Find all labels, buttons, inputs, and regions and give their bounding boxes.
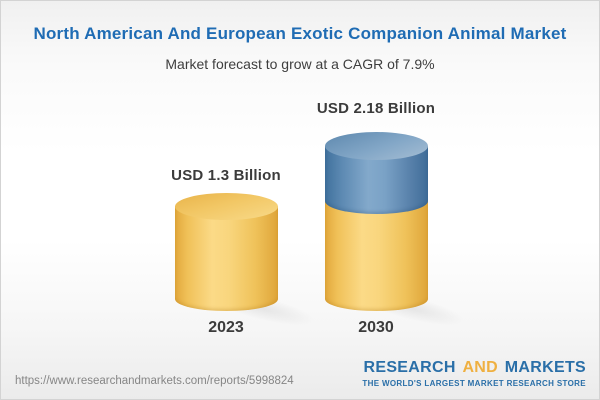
value-label-2023: USD 1.3 Billion [171,167,281,184]
brand-word-and: AND [462,359,499,376]
bar-2023-top-cap [175,193,278,220]
value-label-2030: USD 2.18 Billion [316,100,436,117]
category-label-2023: 2023 [208,319,244,336]
category-label-2030: 2030 [358,319,394,336]
brand-tagline: THE WORLD'S LARGEST MARKET RESEARCH STOR… [362,379,586,388]
cylinder-bar-2023 [175,193,278,323]
page-subtitle: Market forecast to grow at a CAGR of 7.9… [165,56,435,72]
page-title: North American And European Exotic Compa… [33,24,567,43]
brand-word-markets: MARKETS [504,359,586,376]
brand-logo-wordmark: RESEARCH AND MARKETS [362,360,586,376]
bar-2030-yellow-segment [325,201,428,311]
brand-word-research: RESEARCH [363,359,456,376]
cylinder-bar-2030 [325,132,428,323]
brand-logo: RESEARCH AND MARKETS THE WORLD'S LARGEST… [362,360,586,388]
bar-2030-top-cap [325,132,428,160]
bar-2023-yellow-body [175,206,278,311]
source-url: https://www.researchandmarkets.com/repor… [15,375,294,387]
